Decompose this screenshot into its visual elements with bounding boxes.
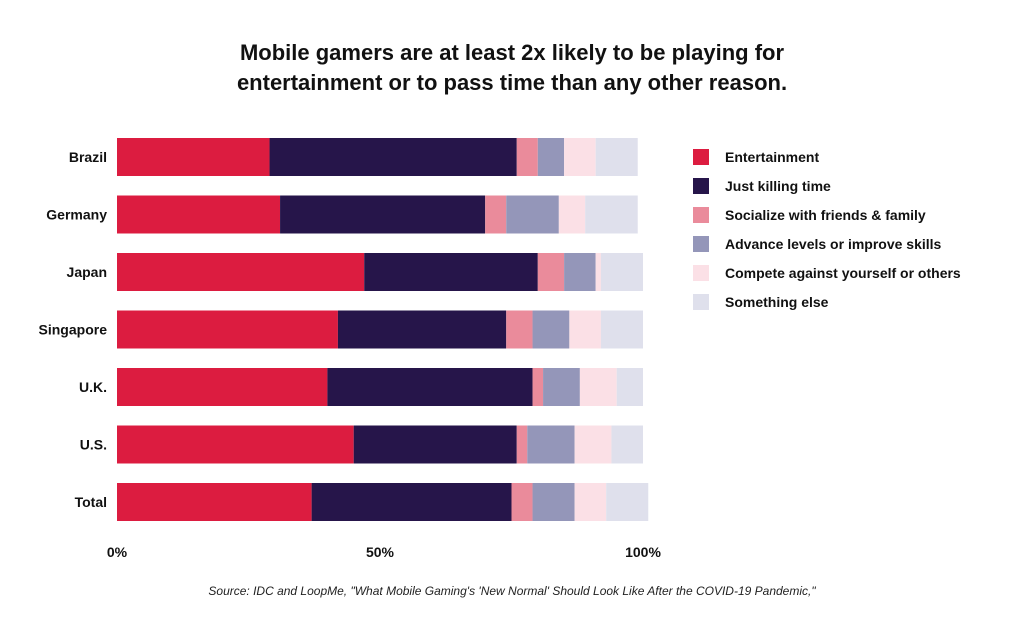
bar-germany-entertainment — [117, 195, 281, 234]
bar-brazil-something-else — [595, 138, 638, 176]
bar-total-compete-against-yourself-or-others — [574, 483, 607, 521]
category-label-u-s: U.S. — [80, 437, 107, 453]
bar-germany-just-killing-time — [280, 195, 486, 234]
legend-swatch-just-killing-time — [693, 178, 709, 194]
bar-u-s-advance-levels-or-improve-skills — [527, 425, 575, 464]
bar-u-k-something-else — [616, 368, 643, 406]
bar-japan-just-killing-time — [364, 253, 538, 291]
bar-brazil-entertainment — [117, 138, 270, 176]
bar-u-s-entertainment — [117, 425, 354, 464]
category-label-singapore: Singapore — [39, 322, 108, 338]
bar-brazil-advance-levels-or-improve-skills — [537, 138, 565, 176]
category-label-brazil: Brazil — [69, 149, 107, 165]
bar-total-something-else — [606, 483, 649, 521]
x-tick-label-100: 100% — [625, 544, 661, 560]
bar-germany-compete-against-yourself-or-others — [558, 195, 586, 234]
chart-title-line-2: entertainment or to pass time than any o… — [236, 70, 788, 95]
legend-label-advance-levels-or-improve-skills: Advance levels or improve skills — [725, 236, 942, 252]
source-note: Source: IDC and LoopMe, "What Mobile Gam… — [208, 584, 816, 598]
bar-singapore-just-killing-time — [337, 310, 507, 349]
bar-total-entertainment — [117, 483, 312, 521]
legend-swatch-socialize-with-friends-and-family — [693, 207, 709, 223]
x-tick-label-50: 50% — [366, 544, 395, 560]
legend-label-something-else: Something else — [725, 294, 829, 310]
bar-total-socialize-with-friends-and-family — [511, 483, 533, 521]
bar-total-just-killing-time — [311, 483, 512, 521]
bar-germany-something-else — [585, 195, 638, 234]
legend-swatch-compete-against-yourself-or-others — [693, 265, 709, 281]
category-label-u-k: U.K. — [79, 379, 107, 395]
bar-germany-socialize-with-friends-and-family — [485, 195, 507, 234]
bar-u-s-socialize-with-friends-and-family — [516, 425, 528, 464]
bar-brazil-socialize-with-friends-and-family — [516, 138, 538, 176]
bar-singapore-something-else — [600, 310, 643, 349]
legend-label-entertainment: Entertainment — [725, 149, 819, 165]
bar-japan-advance-levels-or-improve-skills — [564, 253, 596, 291]
bar-u-s-just-killing-time — [353, 425, 517, 464]
category-label-germany: Germany — [46, 207, 107, 223]
bar-japan-compete-against-yourself-or-others — [595, 253, 601, 291]
bar-singapore-advance-levels-or-improve-skills — [532, 310, 570, 349]
bar-brazil-compete-against-yourself-or-others — [564, 138, 596, 176]
bar-singapore-compete-against-yourself-or-others — [569, 310, 601, 349]
bar-u-s-something-else — [611, 425, 643, 464]
bar-singapore-entertainment — [117, 310, 338, 349]
bar-u-k-advance-levels-or-improve-skills — [543, 368, 580, 406]
chart-title-line-1: Mobile gamers are at least 2x likely to … — [239, 40, 785, 65]
bar-germany-advance-levels-or-improve-skills — [506, 195, 559, 234]
x-tick-label-0: 0% — [107, 544, 128, 560]
bar-u-k-entertainment — [117, 368, 328, 406]
category-label-total: Total — [75, 494, 107, 510]
bar-u-s-compete-against-yourself-or-others — [574, 425, 612, 464]
legend-label-socialize-with-friends-and-family: Socialize with friends & family — [725, 207, 926, 223]
bar-japan-socialize-with-friends-and-family — [537, 253, 565, 291]
category-label-japan: Japan — [67, 264, 107, 280]
bar-u-k-just-killing-time — [327, 368, 533, 406]
bar-japan-something-else — [600, 253, 643, 291]
bar-singapore-socialize-with-friends-and-family — [506, 310, 533, 349]
bar-brazil-just-killing-time — [269, 138, 517, 176]
legend-swatch-entertainment — [693, 149, 709, 165]
legend-label-compete-against-yourself-or-others: Compete against yourself or others — [725, 265, 961, 281]
chart-title: Mobile gamers are at least 2x likely to … — [0, 38, 1024, 98]
bar-u-k-socialize-with-friends-and-family — [532, 368, 544, 406]
bar-japan-entertainment — [117, 253, 365, 291]
bar-u-k-compete-against-yourself-or-others — [579, 368, 617, 406]
legend-swatch-something-else — [693, 294, 709, 310]
bar-total-advance-levels-or-improve-skills — [532, 483, 575, 521]
legend-swatch-advance-levels-or-improve-skills — [693, 236, 709, 252]
legend-label-just-killing-time: Just killing time — [725, 178, 831, 194]
